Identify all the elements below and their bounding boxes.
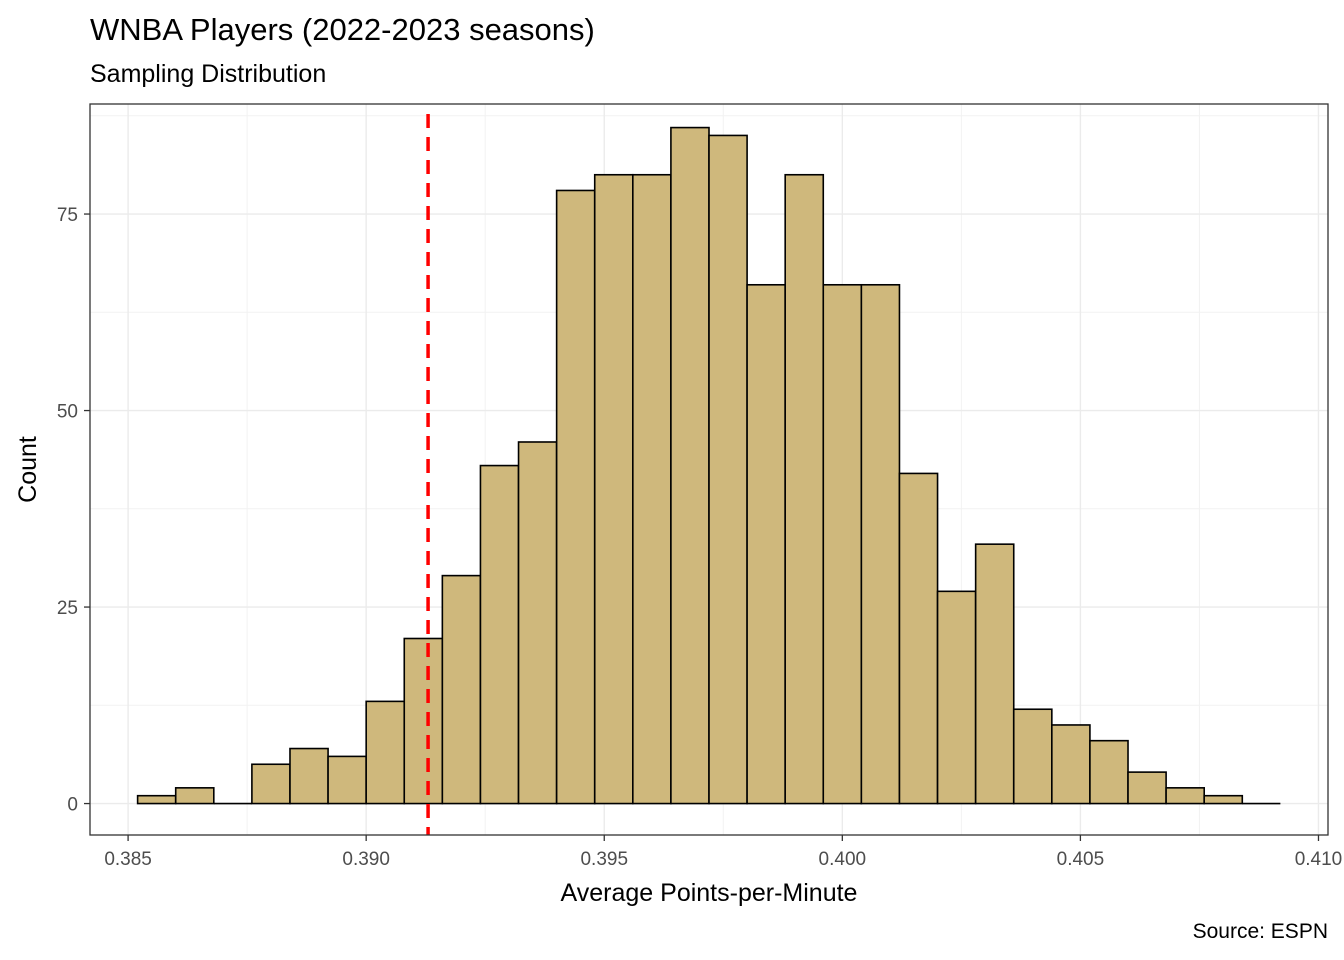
y-tick-label: 0	[67, 795, 78, 816]
x-tick-label: 0.390	[342, 849, 390, 870]
panel-border	[89, 103, 1329, 836]
histogram-bar	[136, 794, 177, 805]
y-axis-ticks: 0 25 50 75	[57, 205, 90, 816]
histogram-bar	[1165, 787, 1205, 805]
histogram-bar	[822, 283, 863, 805]
histogram-bar	[1012, 708, 1053, 805]
histogram-bar	[670, 126, 710, 805]
histogram-bar	[365, 700, 406, 805]
x-tick-label: 0.410	[1295, 849, 1343, 870]
histogram-bar	[860, 283, 901, 805]
histogram-bar	[746, 283, 786, 805]
source-caption: Source: ESPN	[1192, 920, 1328, 943]
x-axis-ticks: 0.385 0.390 0.395 0.400 0.405 0.410	[104, 835, 1342, 870]
y-tick-label: 75	[57, 205, 78, 226]
histogram-bar	[1051, 724, 1091, 805]
histogram-bar	[327, 755, 367, 805]
histogram-bar	[479, 464, 520, 805]
x-axis-title: Average Points-per-Minute	[561, 879, 858, 907]
histogram-bar	[1127, 771, 1167, 805]
histogram-bar	[555, 189, 596, 805]
histogram-bar	[593, 173, 634, 805]
histogram-bar	[898, 472, 939, 805]
y-tick-label: 50	[57, 402, 78, 423]
y-axis-title: Count	[14, 436, 42, 503]
histogram-bar	[403, 637, 444, 805]
histogram-bar	[784, 173, 825, 805]
y-tick-label: 25	[57, 598, 78, 619]
histogram-bar	[441, 574, 482, 805]
histogram-bar	[1203, 794, 1244, 805]
x-tick-label: 0.385	[104, 849, 152, 870]
histogram-bar	[1089, 739, 1129, 805]
histogram-bar	[174, 787, 215, 805]
histogram-bar	[974, 543, 1015, 805]
histogram-bar	[517, 441, 558, 805]
x-tick-label: 0.395	[580, 849, 628, 870]
histogram-bars	[136, 126, 1281, 805]
x-tick-label: 0.405	[1057, 849, 1105, 870]
histogram-bar	[251, 763, 291, 805]
histogram-bar	[936, 590, 977, 805]
histogram-bar	[289, 747, 329, 805]
histogram-bar	[708, 134, 748, 805]
x-tick-label: 0.400	[819, 849, 867, 870]
chart-subtitle: Sampling Distribution	[90, 60, 327, 88]
chart-title: WNBA Players (2022-2023 seasons)	[90, 12, 595, 47]
histogram-bar	[632, 173, 672, 805]
